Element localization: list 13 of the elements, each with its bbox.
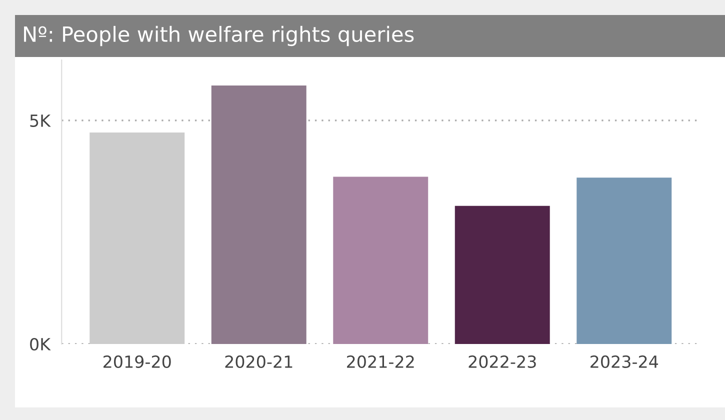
bar bbox=[333, 176, 428, 344]
x-tick-label: 2019-20 bbox=[104, 355, 171, 368]
x-tick-label: 2020-21 bbox=[225, 355, 292, 368]
bar bbox=[576, 178, 672, 344]
bar bbox=[454, 206, 550, 344]
bar bbox=[211, 86, 306, 344]
chart-title: Nº: People with welfare rights queries bbox=[24, 26, 414, 46]
bar bbox=[90, 132, 185, 344]
y-tick-label: 5K bbox=[30, 114, 51, 127]
x-tick-label: 2021-22 bbox=[347, 355, 414, 368]
x-tick-label: 2023-24 bbox=[590, 355, 658, 368]
y-tick-label: 0K bbox=[30, 338, 51, 351]
x-tick-label: 2022-23 bbox=[468, 355, 536, 368]
